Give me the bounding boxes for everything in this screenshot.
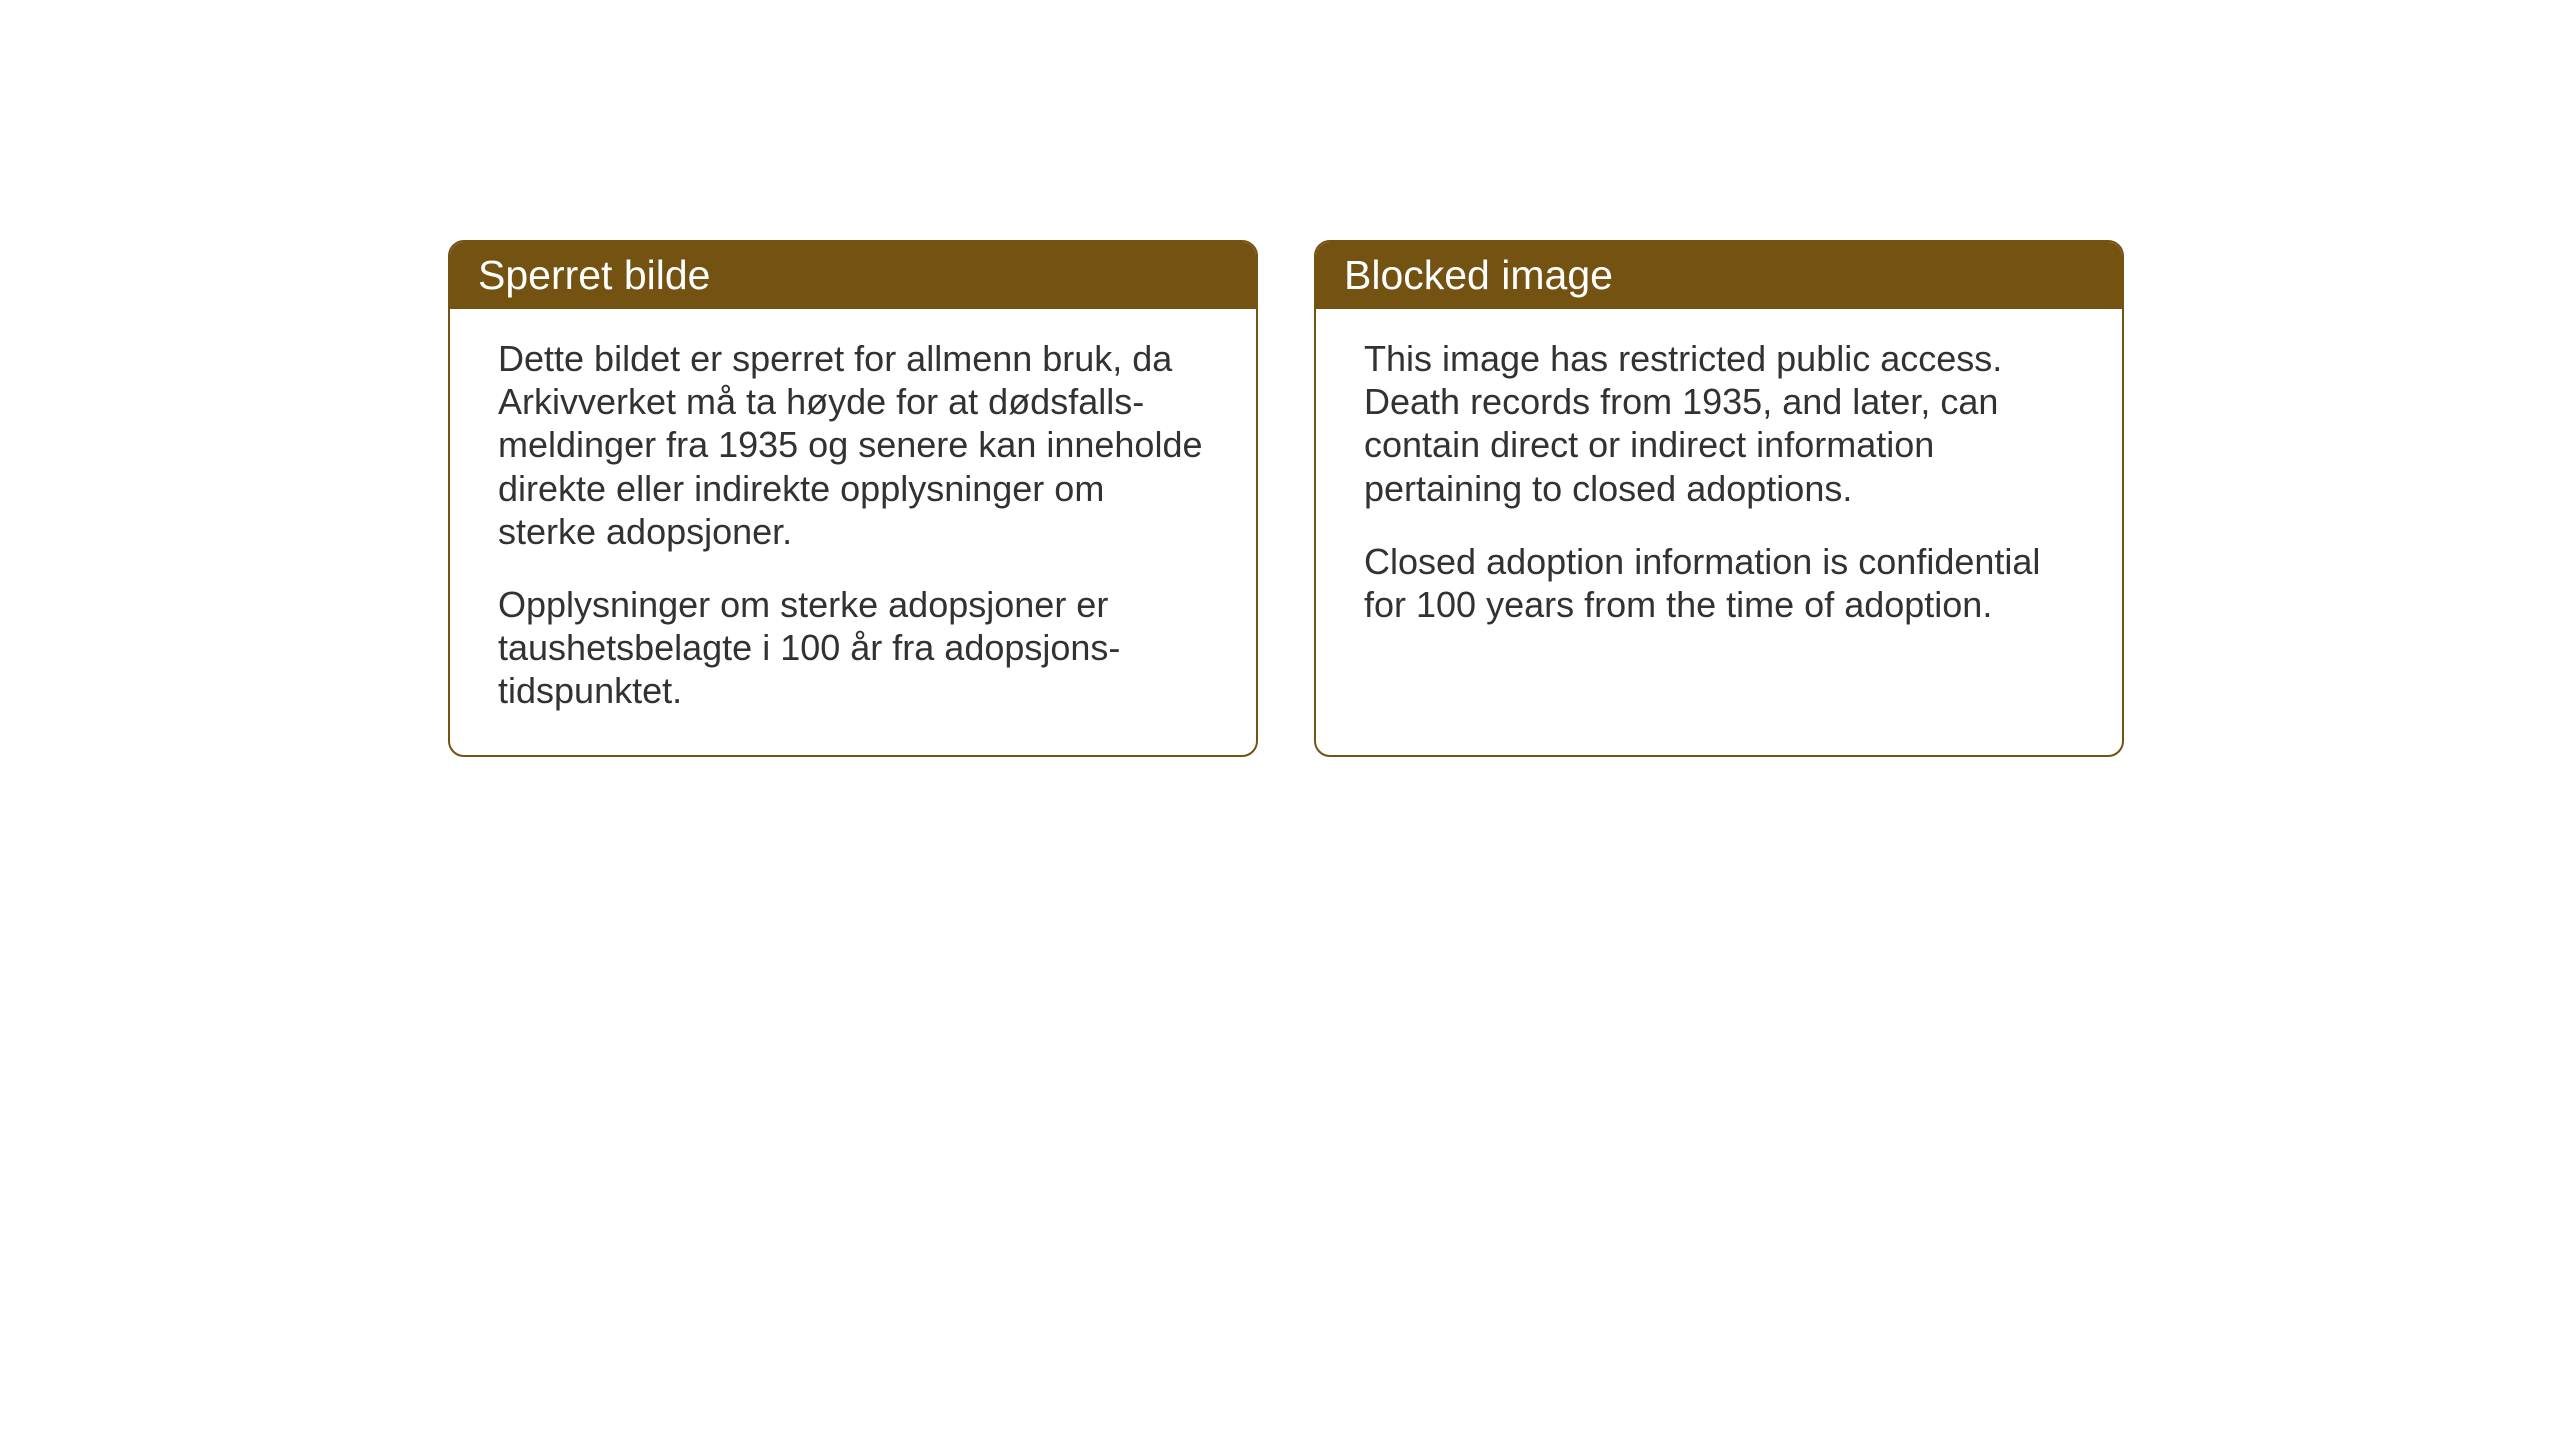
card-header-english: Blocked image [1316,242,2122,309]
notice-container: Sperret bilde Dette bildet er sperret fo… [448,240,2124,757]
card-body-norwegian: Dette bildet er sperret for allmenn bruk… [450,309,1256,755]
card-paragraph: Opplysninger om sterke adopsjoner er tau… [498,583,1208,713]
card-paragraph: Closed adoption information is confident… [1364,540,2074,626]
card-paragraph: This image has restricted public access.… [1364,337,2074,510]
card-body-english: This image has restricted public access.… [1316,309,2122,668]
card-paragraph: Dette bildet er sperret for allmenn bruk… [498,337,1208,553]
notice-card-norwegian: Sperret bilde Dette bildet er sperret fo… [448,240,1258,757]
card-header-norwegian: Sperret bilde [450,242,1256,309]
notice-card-english: Blocked image This image has restricted … [1314,240,2124,757]
